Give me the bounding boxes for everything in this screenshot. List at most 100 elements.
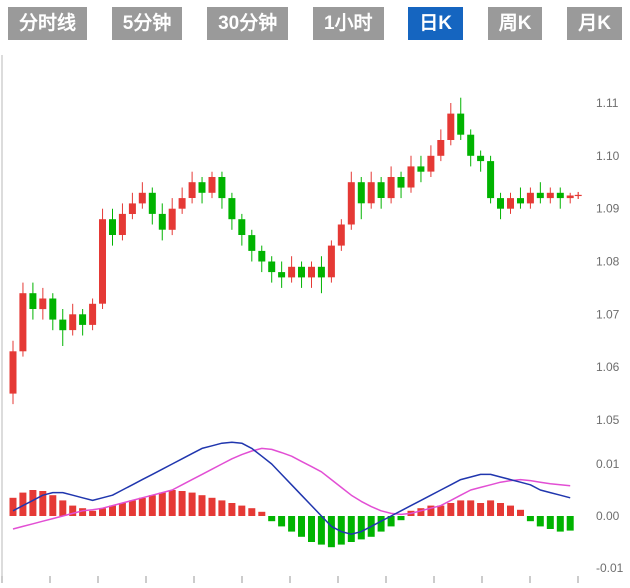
candle-body [208, 177, 216, 193]
candle-body [288, 266, 296, 278]
tab-timeframe-4[interactable]: 1小时 [312, 7, 384, 40]
candle-body [397, 177, 405, 188]
macd-axis-label: -0.01 [596, 561, 624, 575]
candle-body [437, 140, 445, 156]
macd-histogram-bar [347, 516, 355, 542]
candle-body [9, 351, 17, 394]
macd-histogram-bar [497, 503, 504, 516]
tab-timeframe-7[interactable]: 月K [567, 7, 622, 40]
macd-histogram-bar [9, 497, 17, 516]
macd-histogram-bar [138, 497, 146, 516]
candle-body [526, 192, 534, 204]
macd-histogram-bar [337, 516, 345, 545]
candle-body [218, 177, 226, 199]
candle-body [417, 166, 425, 172]
macd-histogram-bar [377, 516, 385, 532]
candle-body [248, 235, 256, 251]
macd-histogram-bar [387, 516, 395, 527]
macd-histogram-bar [148, 495, 156, 516]
candle-body [467, 134, 475, 156]
tab-timeframe-1[interactable]: 分时线 [8, 7, 88, 40]
macd-histogram-bar [158, 492, 166, 516]
candle-body [99, 219, 106, 304]
macd-histogram-bar [198, 495, 206, 516]
tab-timeframe-3[interactable]: 30分钟 [207, 7, 289, 40]
macd-histogram-bar [89, 510, 97, 516]
candle-body [198, 182, 206, 193]
candle-body [477, 155, 485, 162]
candle-body [337, 224, 345, 246]
macd-histogram-bar [357, 516, 365, 540]
candle-body [327, 245, 335, 278]
candle-body [89, 303, 97, 325]
candle-body [79, 314, 87, 325]
candle-body [158, 213, 166, 230]
macd-histogram-bar [437, 505, 445, 516]
candle-body [278, 272, 286, 278]
price-axis-label: 1.06 [596, 360, 620, 374]
candle-body [317, 266, 325, 278]
macd-histogram-bar [327, 516, 335, 548]
price-axis-label: 1.08 [596, 255, 620, 269]
macd-histogram-bar [526, 516, 534, 522]
macd-histogram-bar [447, 503, 455, 516]
macd-histogram-bar [69, 505, 77, 516]
candle-body [268, 261, 276, 273]
timeframe-toolbar: 分时线 5分钟 30分钟 1小时 日K 周K 月K [0, 0, 630, 44]
tab-timeframe-6[interactable]: 周K [487, 7, 543, 40]
candle-body [29, 293, 37, 309]
macd-histogram-bar [109, 505, 116, 516]
macd-histogram-bar [268, 516, 276, 522]
candle-body [407, 166, 415, 188]
macd-histogram-bar [487, 500, 495, 516]
candle-body [546, 192, 554, 199]
candle-body [457, 113, 465, 135]
candle-body [387, 177, 395, 199]
macd-axis-label: 0.01 [596, 457, 620, 471]
macd-histogram-bar [128, 500, 136, 516]
dea-line [12, 447, 571, 530]
macd-histogram-bar [188, 492, 196, 516]
candle-body [128, 203, 136, 214]
candle-body [507, 198, 514, 209]
macd-histogram-bar [39, 491, 47, 516]
price-axis-label: 1.05 [596, 413, 620, 427]
candle-body [298, 266, 305, 278]
macd-histogram-bar [546, 516, 554, 529]
tab-timeframe-2[interactable]: 5分钟 [111, 7, 183, 40]
macd-histogram-bar [278, 516, 286, 527]
candle-body [138, 192, 146, 204]
candle-body [69, 314, 77, 331]
macd-histogram-bar [566, 516, 574, 531]
macd-histogram-bar [49, 495, 57, 516]
candle-body [49, 298, 57, 320]
macd-histogram-bar [556, 516, 564, 532]
macd-histogram-bar [238, 505, 246, 516]
candle-body [447, 113, 455, 140]
macd-histogram-bar [118, 503, 126, 516]
macd-histogram-bar [19, 492, 27, 516]
macd-histogram-bar [79, 508, 87, 516]
candle-body [168, 208, 176, 230]
macd-histogram-bar [308, 516, 315, 542]
macd-histogram-bar [457, 500, 465, 516]
macd-histogram-bar [467, 500, 475, 516]
macd-histogram-bar [288, 516, 296, 532]
price-axis-label: 1.10 [596, 149, 620, 163]
candle-body [556, 192, 564, 199]
price-axis-label: 1.07 [596, 307, 620, 321]
candle-body [148, 192, 156, 214]
candle-body [487, 161, 495, 199]
macd-histogram-bar [298, 516, 305, 537]
macd-histogram-bar [248, 508, 256, 516]
macd-histogram-bar [536, 516, 544, 527]
macd-histogram-bar [258, 511, 266, 516]
candle-body [118, 213, 126, 235]
tab-timeframe-5[interactable]: 日K [408, 7, 463, 40]
macd-histogram-bar [178, 491, 186, 516]
macd-histogram-bar [168, 490, 176, 516]
candle-body [377, 182, 385, 198]
macd-histogram-bar [59, 500, 67, 516]
